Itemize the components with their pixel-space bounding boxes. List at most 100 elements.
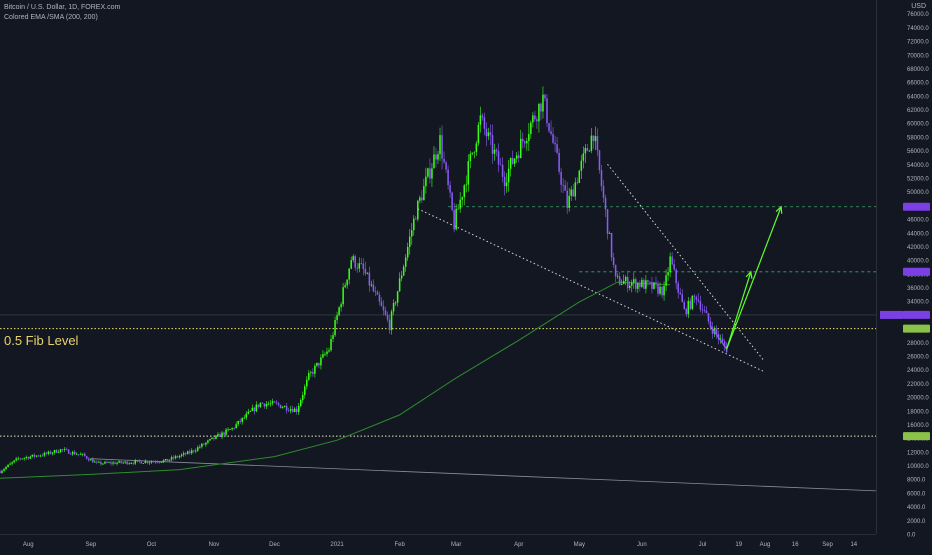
candle-body bbox=[622, 280, 625, 285]
candle-body bbox=[233, 427, 235, 429]
x-tick-label: Oct bbox=[147, 542, 157, 548]
candle-body bbox=[221, 432, 223, 437]
candle-body bbox=[386, 314, 389, 320]
candle-body bbox=[330, 339, 332, 351]
candle-body bbox=[461, 197, 463, 200]
candle-body bbox=[723, 341, 726, 346]
candle-body bbox=[225, 429, 227, 435]
candle-body bbox=[79, 454, 82, 456]
x-tick-label: Jul bbox=[699, 542, 707, 548]
candle-body bbox=[522, 138, 524, 142]
candle-body bbox=[560, 171, 562, 185]
candle-body bbox=[445, 162, 447, 170]
candle-body bbox=[201, 443, 203, 447]
candle-body bbox=[299, 400, 302, 407]
candle-body bbox=[554, 142, 556, 145]
candle-body bbox=[231, 427, 233, 430]
candle-body bbox=[491, 135, 494, 154]
candle-body bbox=[465, 184, 468, 186]
candle-body bbox=[701, 309, 704, 311]
candle-body bbox=[469, 153, 472, 162]
candle-body bbox=[144, 461, 147, 464]
candle-body bbox=[584, 147, 587, 154]
candle-body bbox=[437, 154, 439, 160]
candle-body bbox=[124, 461, 126, 463]
candle-body bbox=[677, 283, 679, 293]
candle-body bbox=[665, 275, 667, 286]
candle-body bbox=[689, 300, 692, 309]
candle-body bbox=[251, 407, 254, 411]
candle-body bbox=[374, 291, 377, 293]
candle-body bbox=[241, 417, 243, 422]
candle-body bbox=[455, 208, 457, 230]
candle-body bbox=[277, 403, 280, 405]
candle-body bbox=[544, 94, 546, 99]
candle-body bbox=[43, 452, 46, 456]
y-tick-label: 64000.0 bbox=[907, 94, 929, 100]
candle-body bbox=[245, 413, 248, 418]
candle-body bbox=[693, 295, 696, 297]
symbol-title[interactable]: Bitcoin / U.S. Dollar, 1D, FOREX.com bbox=[4, 4, 121, 11]
candle-body bbox=[410, 230, 413, 237]
candle-body bbox=[73, 451, 76, 455]
candle-body bbox=[193, 450, 195, 452]
candle-body bbox=[415, 218, 417, 220]
candle-body bbox=[138, 460, 141, 462]
forecast-arrow-2-head bbox=[775, 205, 783, 214]
x-tick-label: Dec bbox=[269, 542, 280, 548]
candle-body bbox=[709, 321, 712, 328]
y-tick-label: 52000.0 bbox=[907, 177, 929, 183]
candle-body bbox=[550, 131, 552, 134]
candle-body bbox=[524, 141, 526, 144]
y-tick-label: 4000.0 bbox=[907, 505, 926, 511]
candle-body bbox=[114, 462, 116, 464]
price-tag-purple bbox=[903, 202, 930, 211]
candle-body bbox=[639, 283, 641, 288]
x-tick-label: 16 bbox=[792, 542, 799, 548]
candle-body bbox=[703, 310, 706, 311]
chart-legend: Bitcoin / U.S. Dollar, 1D, FOREX.com Col… bbox=[4, 3, 120, 23]
candle-body bbox=[197, 447, 199, 451]
candle-body bbox=[342, 287, 344, 305]
candle-body bbox=[164, 458, 167, 461]
candle-body bbox=[166, 458, 169, 461]
fib-level-label: 0.5 Fib Level bbox=[4, 333, 79, 348]
candle-body bbox=[477, 124, 480, 144]
candle-body bbox=[326, 351, 328, 355]
candle-body bbox=[489, 132, 492, 136]
candle-body bbox=[380, 301, 383, 307]
candle-body bbox=[100, 461, 102, 465]
forecast-arrow-1-line bbox=[726, 271, 752, 350]
trendline bbox=[90, 458, 877, 492]
candle-body bbox=[229, 429, 231, 430]
candle-body bbox=[255, 404, 258, 412]
candle-body bbox=[467, 161, 470, 185]
candle-body bbox=[592, 135, 595, 142]
candle-body bbox=[515, 155, 518, 159]
candle-body bbox=[610, 233, 613, 258]
candle-body bbox=[84, 453, 86, 457]
y-tick-label: 24000.0 bbox=[907, 368, 929, 374]
candle-body bbox=[39, 455, 42, 457]
candle-body bbox=[548, 123, 550, 132]
candle-body bbox=[633, 279, 635, 283]
candle-body bbox=[213, 437, 215, 439]
y-tick-label: 74000.0 bbox=[907, 26, 929, 32]
candle-body bbox=[158, 462, 161, 464]
candle-body bbox=[71, 451, 74, 455]
candle-body bbox=[312, 372, 314, 374]
candle-body bbox=[37, 455, 40, 457]
candle-body bbox=[344, 285, 346, 288]
candle-body bbox=[556, 144, 558, 153]
candle-body bbox=[275, 402, 278, 404]
candle-body bbox=[13, 460, 15, 463]
indicator-title[interactable]: Colored EMA /SMA (200, 200) bbox=[4, 14, 98, 21]
candle-body bbox=[358, 263, 361, 269]
candle-body bbox=[308, 372, 310, 380]
candle-body bbox=[148, 462, 151, 464]
x-tick-label: Sep bbox=[822, 542, 833, 548]
candle-body bbox=[425, 176, 427, 187]
candle-body bbox=[243, 417, 245, 419]
